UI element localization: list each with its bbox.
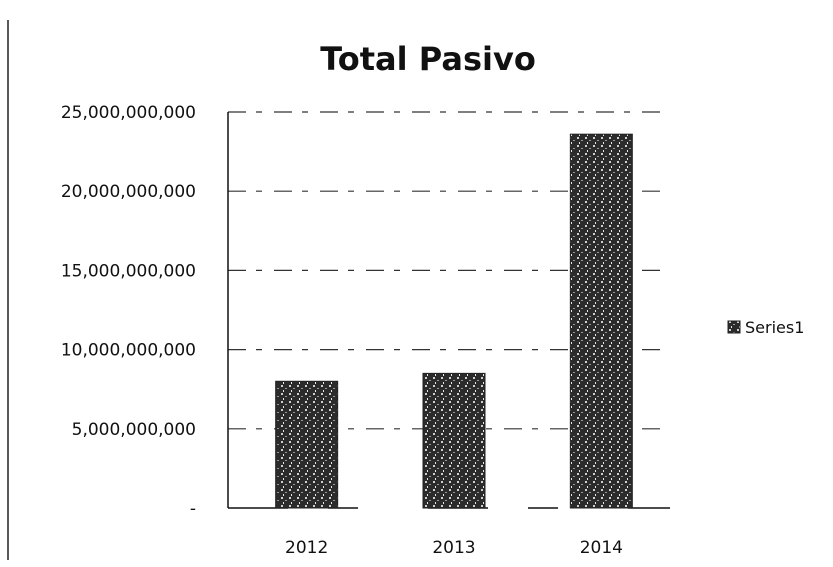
bar-2012 — [275, 380, 339, 509]
chart-title: Total Pasivo — [320, 40, 536, 78]
legend-swatch — [727, 320, 741, 334]
x-tick-labels: 2012 2013 2014 — [285, 538, 623, 558]
bar-2013 — [422, 372, 486, 509]
y-tick-label: 15,000,000,000 — [61, 261, 196, 281]
legend: Series1 — [727, 318, 804, 337]
y-tick-labels: - 5,000,000,000 10,000,000,000 15,000,000,0… — [61, 103, 196, 519]
legend-label: Series1 — [745, 318, 804, 337]
x-tick-label: 2014 — [580, 538, 623, 558]
y-tick-label: 10,000,000,000 — [61, 341, 196, 361]
bars — [275, 133, 633, 509]
y-tick-label: 5,000,000,000 — [72, 420, 196, 440]
x-tick-label: 2013 — [432, 538, 475, 558]
y-tick-label: 20,000,000,000 — [61, 182, 196, 202]
x-tick-label: 2012 — [285, 538, 328, 558]
y-tick-label: - — [190, 499, 196, 519]
y-tick-label: 25,000,000,000 — [61, 103, 196, 123]
bar-2014 — [569, 133, 633, 509]
